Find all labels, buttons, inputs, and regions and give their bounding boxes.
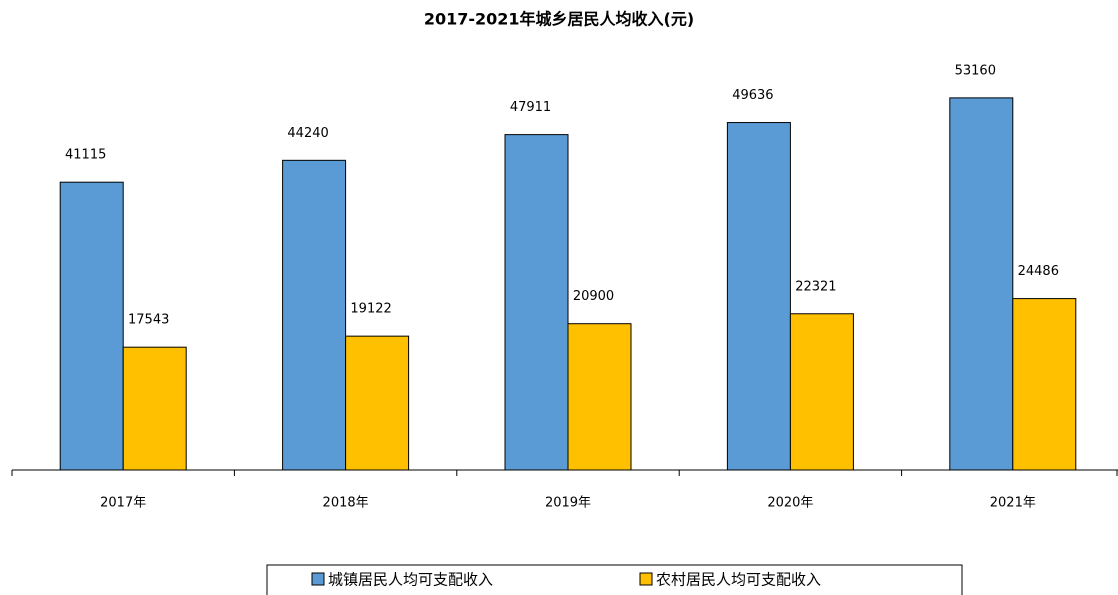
bar	[949, 97, 1014, 471]
bar	[504, 134, 569, 471]
chart-title: 2017-2021年城乡居民人均收入(元)	[424, 10, 694, 29]
value-label: 19122	[350, 302, 391, 317]
value-label: 22321	[795, 279, 836, 294]
value-label: 53160	[955, 63, 996, 78]
x-tick-label: 2021年	[990, 496, 1036, 511]
bar	[726, 122, 791, 471]
value-label: 41115	[65, 148, 106, 163]
value-label: 17543	[128, 313, 169, 328]
bar	[1012, 298, 1077, 471]
legend-swatch	[311, 572, 325, 586]
value-label: 20900	[573, 289, 614, 304]
bar	[59, 181, 124, 471]
x-tick-label: 2018年	[323, 496, 369, 511]
x-tick-label: 2019年	[545, 496, 591, 511]
value-label: 49636	[732, 88, 773, 103]
legend-swatch	[639, 572, 653, 586]
legend-box	[266, 564, 963, 595]
x-tick-label: 2020年	[767, 496, 813, 511]
x-tick-label: 2017年	[100, 496, 146, 511]
bar	[567, 323, 632, 471]
bar	[789, 313, 854, 471]
value-label: 47911	[510, 100, 551, 115]
value-label: 24486	[1018, 264, 1059, 279]
legend-label: 农村居民人均可支配收入	[656, 571, 821, 589]
bar	[282, 159, 347, 471]
bar	[345, 335, 410, 471]
bar	[122, 346, 187, 471]
value-label: 44240	[287, 126, 328, 141]
legend-label: 城镇居民人均可支配收入	[328, 571, 493, 589]
